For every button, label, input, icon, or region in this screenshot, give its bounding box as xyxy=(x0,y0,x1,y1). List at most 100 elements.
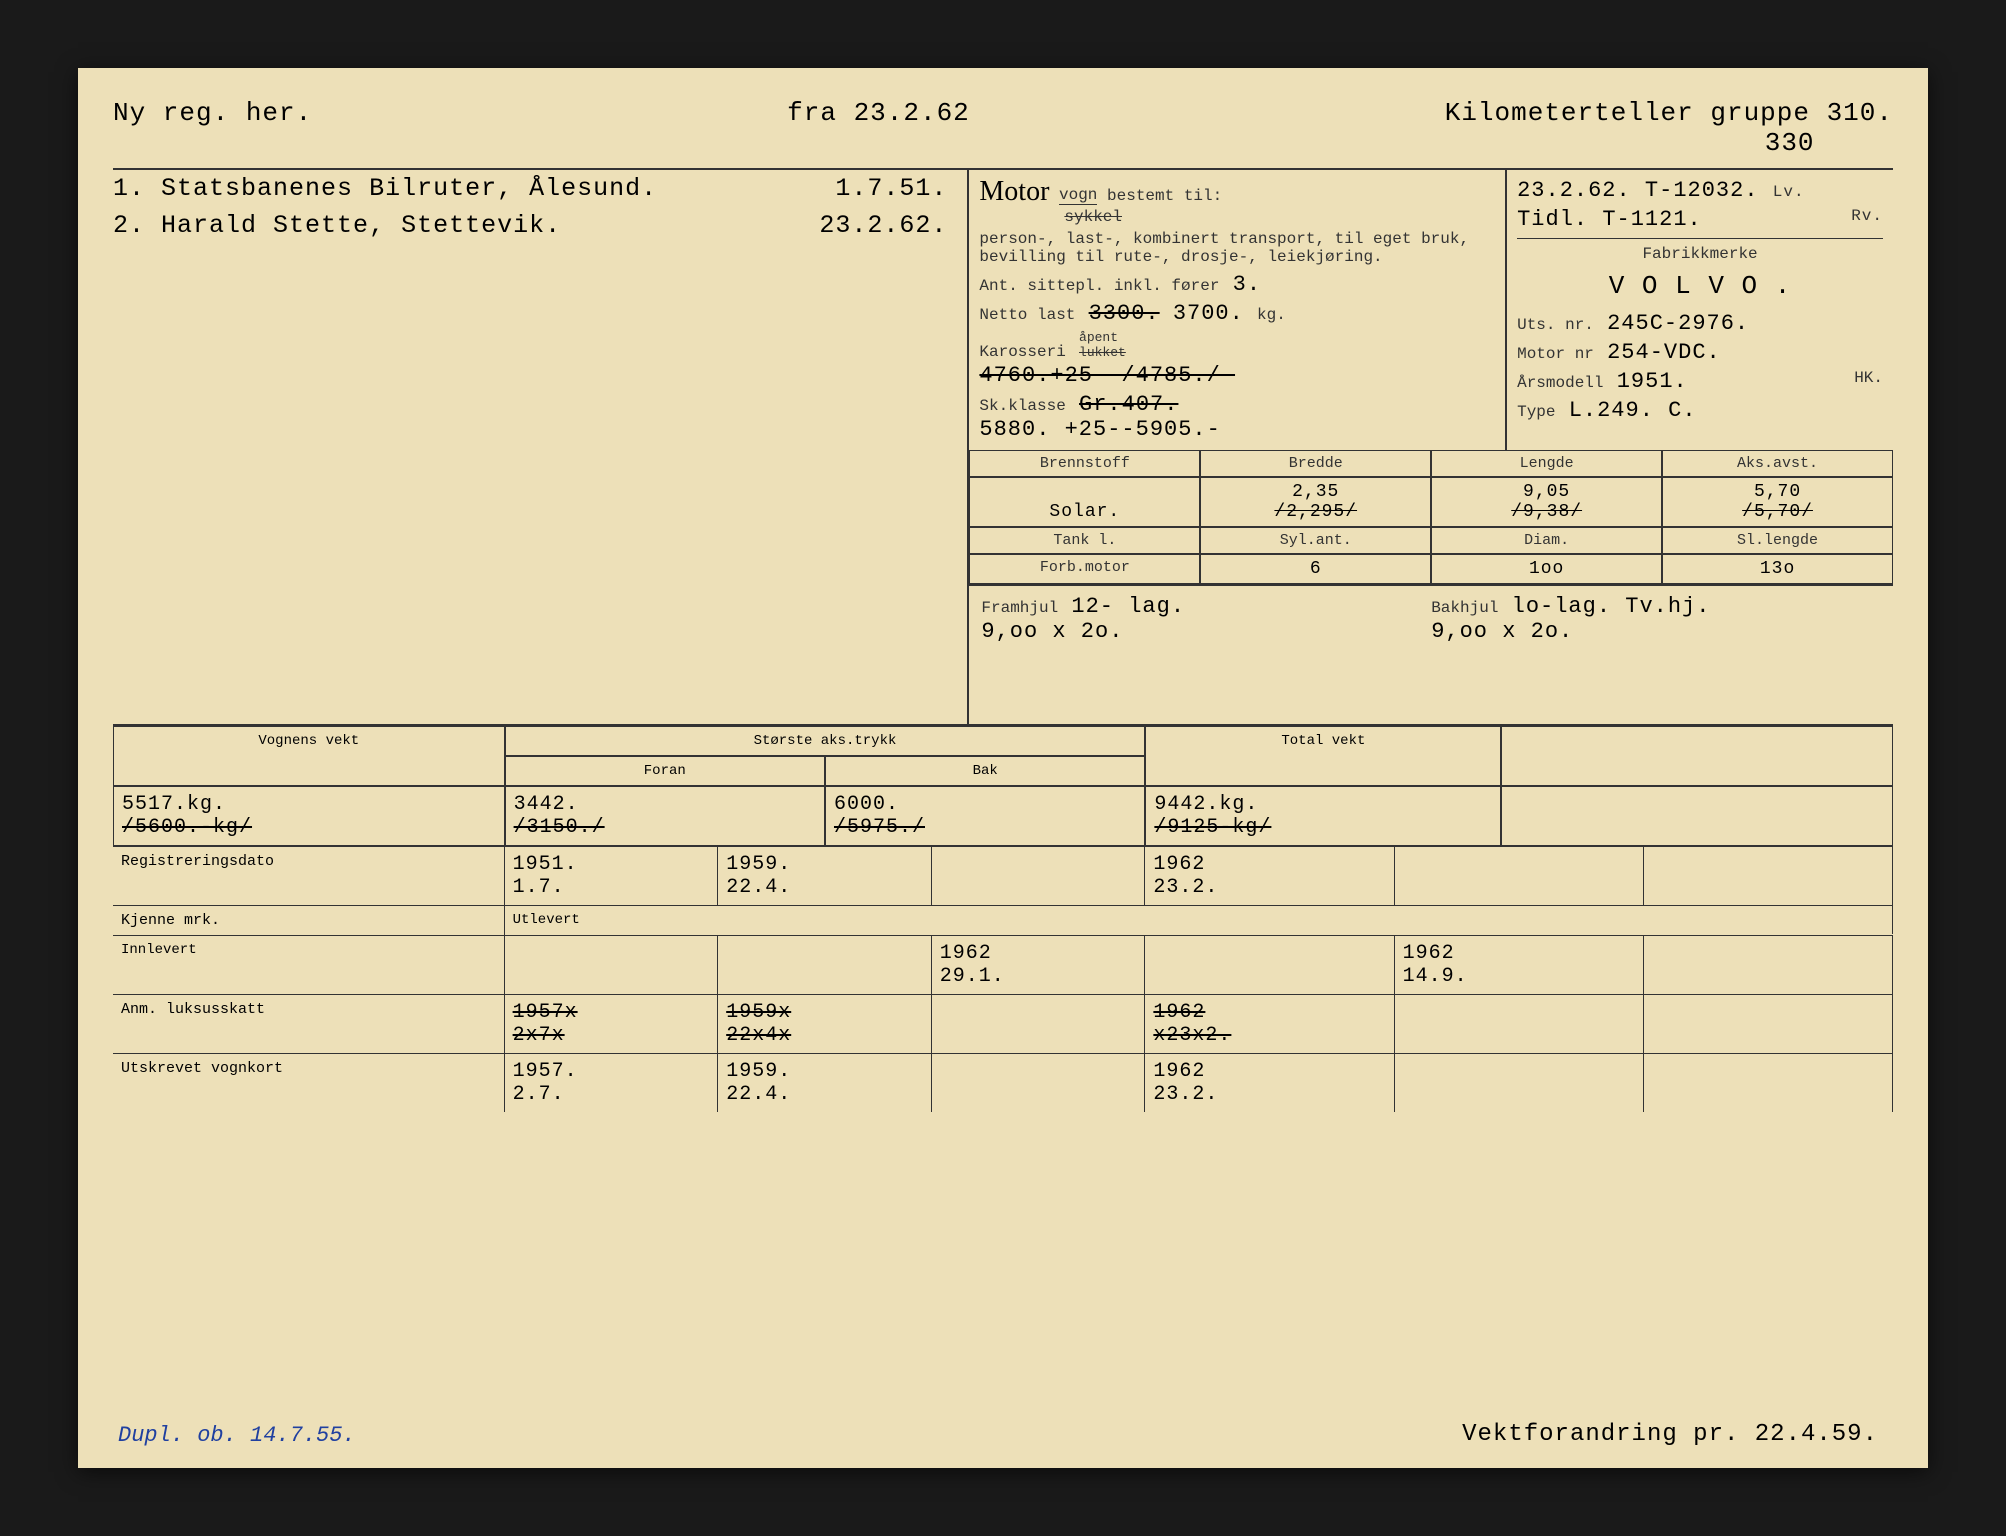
vognkort-label: Utskrevet vognkort xyxy=(113,1054,505,1112)
sittepl-label: Ant. sittepl. inkl. fører xyxy=(979,277,1219,295)
karosseri-row: Karosseri åpent lukket 4760.+25--/4785./… xyxy=(979,328,1495,390)
wv1: 5517.kg. /5600.-kg/ xyxy=(113,786,505,846)
rd2: 1959. 22.4. xyxy=(718,847,932,905)
inn3: 1962 29.1. xyxy=(932,936,1146,994)
reg-date-plate: 23.2.62. T-12032. Lv. xyxy=(1517,176,1883,205)
uts-value: 245C-2976. xyxy=(1607,311,1749,336)
owner-1: 1. Statsbanenes Bilruter, Ålesund. 1.7.5… xyxy=(113,170,967,207)
main-content: 1. Statsbanenes Bilruter, Ålesund. 1.7.5… xyxy=(113,168,1893,724)
motor-details: Motor vogn bestemt til: sykkel person-, … xyxy=(969,170,1505,450)
vehicle-section: Motor vogn bestemt til: sykkel person-, … xyxy=(967,170,1893,724)
wh2: Største aks.trykk xyxy=(505,726,1146,756)
sittepl-row: Ant. sittepl. inkl. fører 3. xyxy=(979,270,1495,299)
skklasse-old: Gr.407. xyxy=(1079,392,1178,417)
weight-grid: Vognens vekt Største aks.trykk Total vek… xyxy=(113,726,1893,846)
skklasse-label: Sk.klasse xyxy=(979,397,1065,415)
kjenne-label: Kjenne mrk. xyxy=(113,906,505,935)
owner-date: 1.7.51. xyxy=(835,174,947,203)
rear-lag: lo-lag. Tv.hj. xyxy=(1512,594,1711,619)
reg-dates-row: Registreringsdato 1951. 1.7. 1959. 22.4.… xyxy=(113,846,1893,905)
spec-h1: Brennstoff xyxy=(969,450,1200,477)
rear-label: Bakhjul xyxy=(1431,599,1498,617)
fabrikkmerke: V O L V O . xyxy=(1517,263,1883,309)
weights-section: Vognens vekt Største aks.trykk Total vek… xyxy=(113,724,1893,846)
tidl-label: Tidl. xyxy=(1517,207,1588,232)
hk-label: HK. xyxy=(1854,369,1883,387)
lx4: 1962 x23x2. xyxy=(1145,995,1394,1053)
spec-h8: Sl.lengde xyxy=(1662,527,1893,554)
kjenne-row: Kjenne mrk. Utlevert xyxy=(113,905,1893,935)
motor-nr-value: 254-VDC. xyxy=(1607,340,1721,365)
forb-label: Forb.motor xyxy=(969,554,1200,584)
lv-label: Lv. xyxy=(1773,183,1805,201)
innlevert-label: Innlevert xyxy=(113,936,505,994)
type-label: Type xyxy=(1517,403,1555,421)
inn5: 1962 14.9. xyxy=(1395,936,1644,994)
karosseri-label: Karosseri xyxy=(979,343,1065,361)
wh4: Total vekt xyxy=(1145,726,1501,786)
front-lag: 12- lag. xyxy=(1071,594,1185,619)
transport-text: person-, last-, kombinert transport, til… xyxy=(979,226,1495,270)
tidl-row: Tidl. T-1121. Rv. xyxy=(1517,205,1883,234)
spec-grid: Brennstoff Bredde Lengde Aks.avst. Solar… xyxy=(969,450,1893,584)
fra-date: fra 23.2.62 xyxy=(787,98,970,158)
spec-v6: 6 xyxy=(1200,554,1431,584)
karosseri-options: åpent lukket xyxy=(1079,330,1126,360)
owner-name: Statsbanenes Bilruter, Ålesund. xyxy=(161,174,657,203)
rd1: 1951. 1.7. xyxy=(505,847,719,905)
arsmodell-label: Årsmodell xyxy=(1517,374,1603,392)
spec-v3: 9,05 /9,38/ xyxy=(1431,477,1662,527)
spec-h6: Syl.ant. xyxy=(1200,527,1431,554)
front-label: Framhjul xyxy=(981,599,1058,617)
uts-row: Uts. nr. 245C-2976. xyxy=(1517,309,1883,338)
owner-num: 2. xyxy=(113,211,145,240)
innlevert-row: Innlevert 1962 29.1. 1962 14.9. xyxy=(113,935,1893,994)
netto-old: 3300. xyxy=(1089,301,1160,326)
reg-date: 23.2.62. xyxy=(1517,178,1631,203)
karosseri-value: 4760.+25--/4785./- xyxy=(979,363,1235,388)
vk1: 1957. 2.7. xyxy=(505,1054,719,1112)
front-wheel: Framhjul 12- lag. 9,oo x 2o. xyxy=(981,594,1431,644)
motor-header: Motor vogn bestemt til: sykkel xyxy=(979,176,1495,226)
rear-wheel: Bakhjul lo-lag. Tv.hj. 9,oo x 2o. xyxy=(1431,594,1881,644)
wv3: 6000. /5975./ xyxy=(825,786,1145,846)
netto-unit: kg. xyxy=(1257,306,1286,324)
spec-h3: Lengde xyxy=(1431,450,1662,477)
spec-h7: Diam. xyxy=(1431,527,1662,554)
fabrikkmerke-label: Fabrikkmerke xyxy=(1517,245,1883,263)
front-size: 9,oo x 2o. xyxy=(981,619,1123,644)
motor-nr-label: Motor nr xyxy=(1517,345,1594,363)
km-teller: Kilometerteller gruppe 310. xyxy=(1445,98,1893,128)
lx1: 1957x 2x7x xyxy=(505,995,719,1053)
uts-label: Uts. nr. xyxy=(1517,316,1594,334)
lx2: 1959x 22x4x xyxy=(718,995,932,1053)
spec-h2: Bredde xyxy=(1200,450,1431,477)
sykkel-label: sykkel xyxy=(1064,208,1122,226)
arsmodell-value: 1951. xyxy=(1617,369,1688,394)
km-sub: 330 xyxy=(1445,128,1815,158)
owner-name: Harald Stette, Stettevik. xyxy=(161,211,561,240)
luksus-row: Anm. luksusskatt 1957x 2x7x 1959x 22x4x … xyxy=(113,994,1893,1053)
arsmodell-row: Årsmodell 1951. HK. xyxy=(1517,367,1883,396)
spec-v8: 13o xyxy=(1662,554,1893,584)
bottom-rows: Registreringsdato 1951. 1.7. 1959. 22.4.… xyxy=(113,846,1893,1112)
skklasse-value: 5880. +25--5905.- xyxy=(979,417,1220,442)
wh1: Vognens vekt xyxy=(113,726,505,786)
wsh3: Bak xyxy=(825,756,1145,786)
vk2: 1959. 22.4. xyxy=(718,1054,932,1112)
wv2: 3442. /3150./ xyxy=(505,786,825,846)
netto-value: 3700. xyxy=(1173,301,1244,326)
vogn-label: vogn xyxy=(1059,186,1097,205)
vk4: 1962 23.2. xyxy=(1145,1054,1394,1112)
reg-label: Registreringsdato xyxy=(113,847,505,905)
wsh2: Foran xyxy=(505,756,825,786)
netto-label: Netto last xyxy=(979,306,1075,324)
owner-num: 1. xyxy=(113,174,145,203)
reg-plate: T-12032. xyxy=(1645,178,1759,203)
registration-details: 23.2.62. T-12032. Lv. Tidl. T-1121. Rv. … xyxy=(1505,170,1893,450)
owner-date: 23.2.62. xyxy=(819,211,947,240)
tidl-value: T-1121. xyxy=(1602,207,1701,232)
utlevert-label: Utlevert xyxy=(505,906,1893,934)
vognkort-row: Utskrevet vognkort 1957. 2.7. 1959. 22.4… xyxy=(113,1053,1893,1112)
owner-2: 2. Harald Stette, Stettevik. 23.2.62. xyxy=(113,207,967,244)
